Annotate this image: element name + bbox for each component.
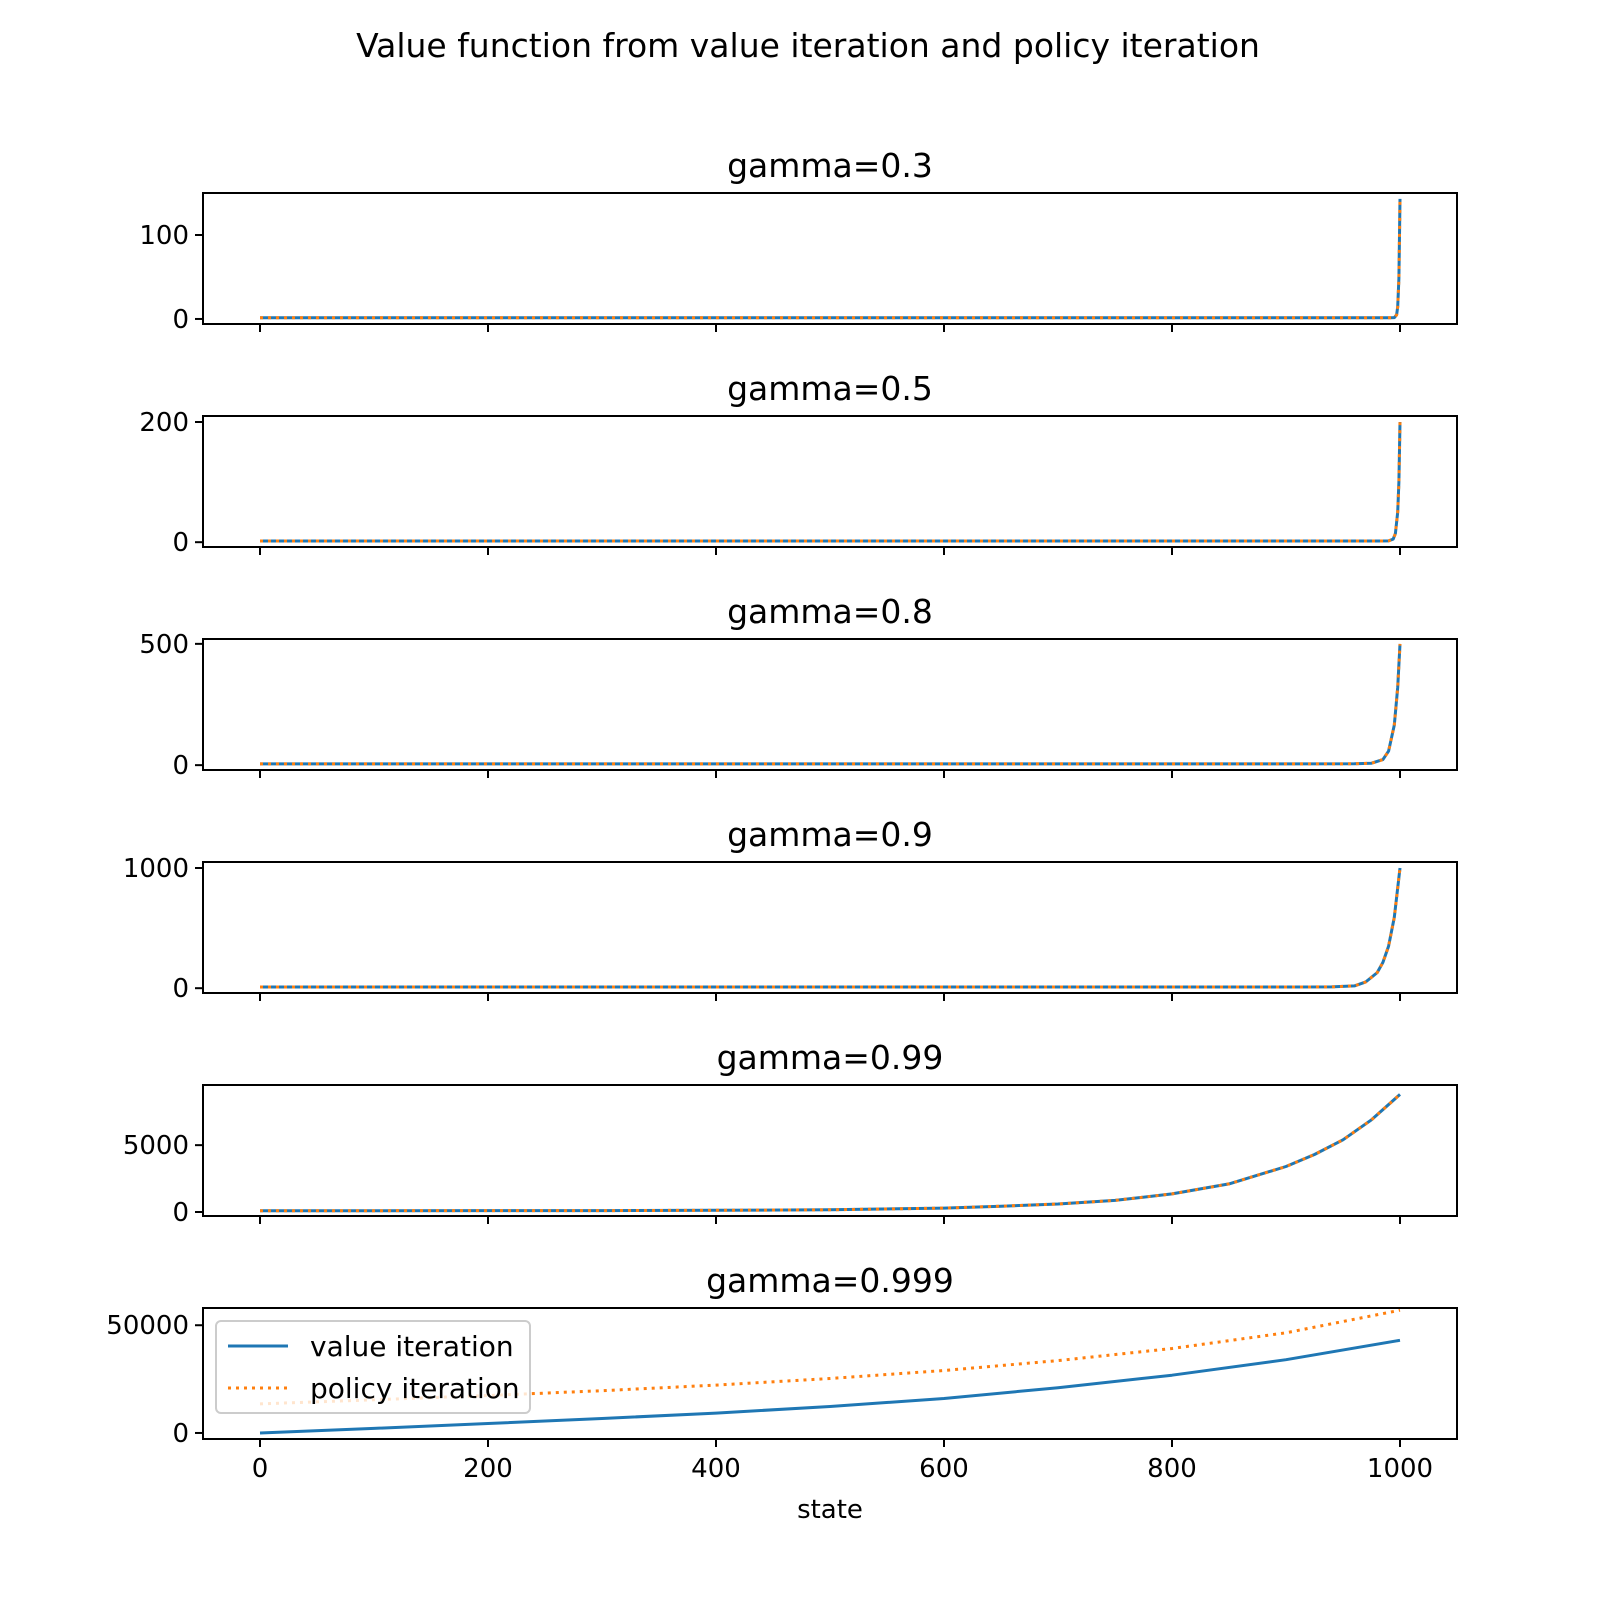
- x-tick-label: 800: [1147, 1454, 1197, 1484]
- subplot-title: gamma=0.8: [727, 592, 933, 631]
- axes-frame: [202, 861, 1458, 994]
- legend-label: policy iteration: [310, 1372, 520, 1405]
- x-tick-label: 600: [919, 1454, 969, 1484]
- subplot-title: gamma=0.3: [727, 146, 933, 185]
- y-tick-label: 0: [172, 751, 189, 781]
- legend-box: [215, 1320, 531, 1414]
- policy-iteration-line: [260, 867, 1402, 989]
- subplots: gamma=0.30100gamma=0.50200gamma=0.80500g…: [106, 146, 1458, 1525]
- value-iteration-line: [260, 198, 1402, 320]
- subplot-4: gamma=0.9 0 1000: [123, 815, 1458, 1004]
- y-tick-label: 50000: [106, 1311, 189, 1341]
- value-iteration-line: [259, 1338, 1401, 1435]
- y-tick-label: 100: [139, 221, 189, 251]
- x-tick-label: 200: [463, 1454, 513, 1484]
- y-tick-label: 0: [172, 305, 189, 335]
- subplot-5: gamma=0.99 0 5000: [123, 1038, 1458, 1228]
- x-tick-label: 400: [691, 1454, 741, 1484]
- y-tick-label: 0: [172, 974, 189, 1004]
- legend-label: value iteration: [310, 1330, 514, 1363]
- subplot-1: gamma=0.3 0 100: [139, 146, 1458, 335]
- axes-frame: [202, 415, 1458, 548]
- x-axis-label: state: [797, 1495, 863, 1525]
- x-tick-label: 1000: [1367, 1454, 1433, 1484]
- policy-iteration-line: [260, 1093, 1401, 1213]
- axes-frame: [202, 1307, 1458, 1440]
- y-tick-label: 0: [172, 1419, 189, 1449]
- legend: value iteration policy iteration: [215, 1320, 531, 1414]
- subplot-2: gamma=0.5 0 200: [139, 369, 1458, 558]
- y-tick-label: 1000: [123, 854, 189, 884]
- x-tick-label: 0: [252, 1454, 269, 1484]
- axes-frame: [202, 638, 1458, 771]
- figure-suptitle: Value function from value iteration and …: [356, 26, 1260, 65]
- y-tick-label: 200: [139, 408, 189, 438]
- y-tick-label: 5000: [123, 1131, 189, 1161]
- y-tick-label: 500: [139, 630, 189, 660]
- subplot-6: gamma=0.999 0 200 400 600 800 1000 0 50000 state v…: [106, 1261, 1458, 1525]
- policy-iteration-line: [260, 643, 1402, 766]
- policy-iteration-line: [259, 1308, 1401, 1406]
- subplot-title: gamma=0.999: [706, 1261, 954, 1300]
- y-tick-label: 0: [172, 528, 189, 558]
- subplot-title: gamma=0.9: [727, 815, 933, 854]
- axes-frame: [202, 192, 1458, 325]
- subplot-3: gamma=0.8 0 500: [139, 592, 1458, 781]
- subplot-title: gamma=0.5: [727, 369, 933, 408]
- y-tick-label: 0: [172, 1198, 189, 1228]
- axes-frame: [202, 1084, 1458, 1217]
- subplot-title: gamma=0.99: [717, 1038, 944, 1077]
- policy-iteration-line: [260, 421, 1402, 543]
